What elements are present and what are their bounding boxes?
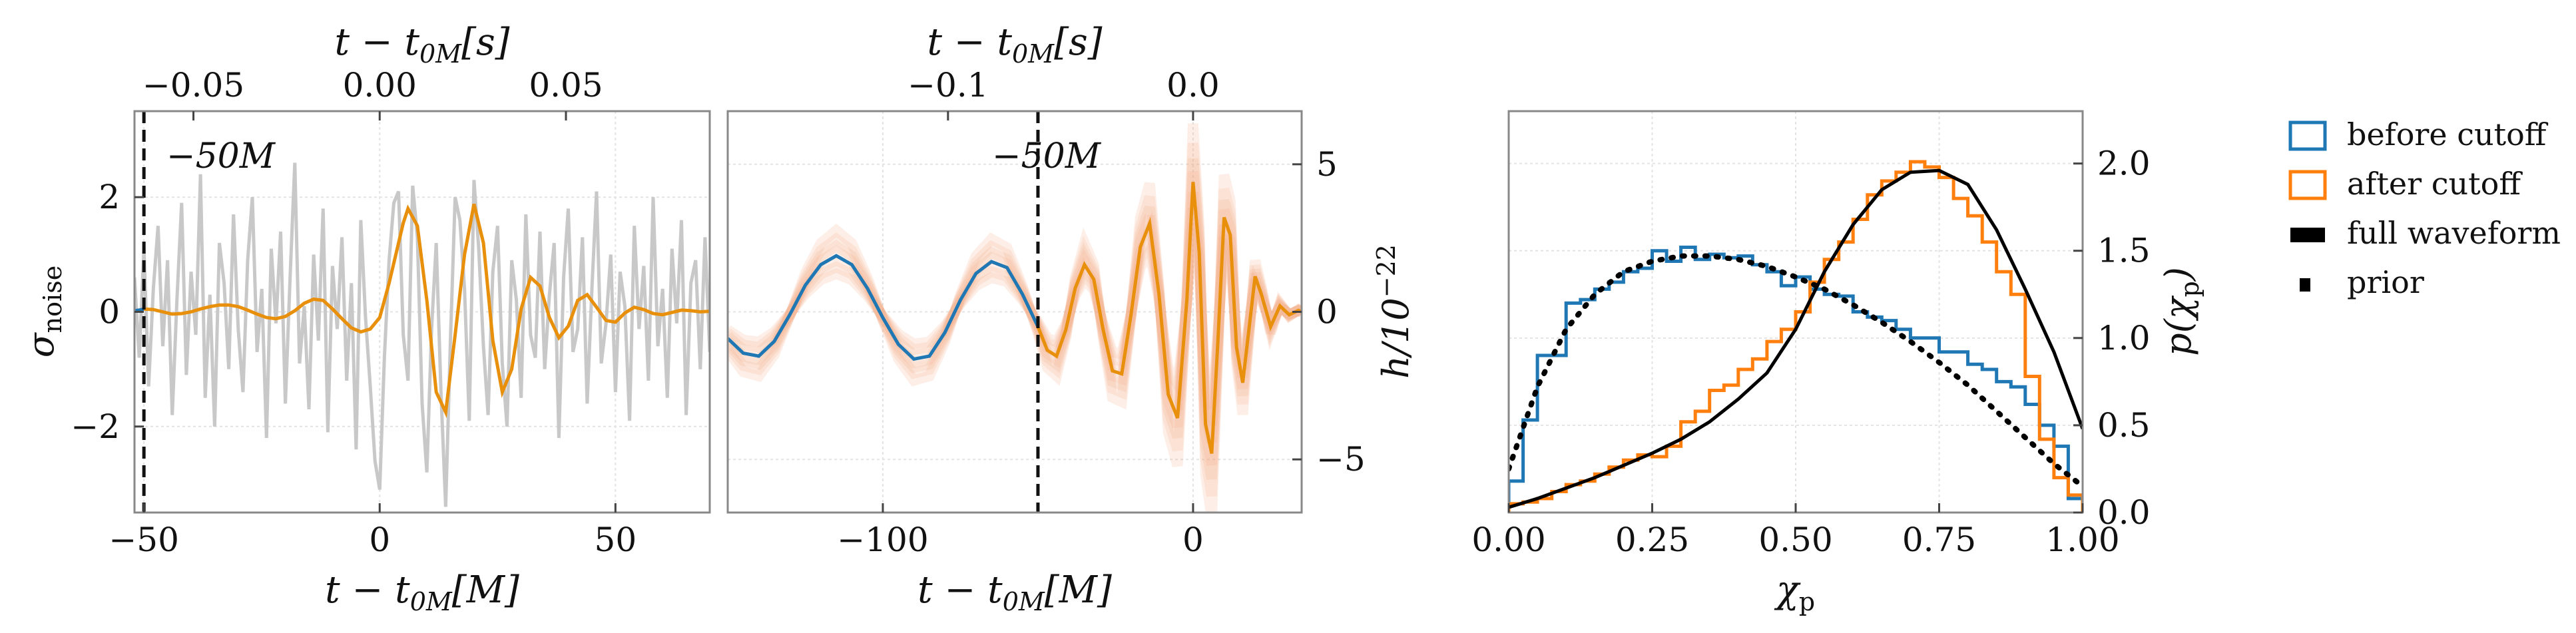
right-xlabel: χp — [1774, 568, 1815, 616]
x-tick-label: 0.75 — [1902, 521, 1976, 559]
y-tick-label: 0 — [99, 293, 120, 331]
top-tick-label: 0.00 — [343, 66, 417, 105]
x-tick-label: 0.25 — [1615, 521, 1689, 559]
left-xlabel-top-main: t − t — [334, 21, 419, 64]
left-xlabel-top-unit: [s] — [461, 21, 510, 64]
y-tick-label: −2 — [71, 407, 120, 446]
legend-marker-after-cutoff — [2288, 170, 2327, 200]
right-panel: 0.00 0.25 0.50 0.75 1.000.00.51.01.52.0 χp p… — [1471, 110, 2204, 616]
y-tick-label: 1.5 — [2097, 232, 2151, 270]
legend-marker-prior — [2300, 278, 2310, 292]
right-ticks: 0.00 0.25 0.50 0.75 1.000.0 0.5 1.0 1.5 2.0 — [1471, 144, 2150, 559]
top-tick-label: −0.05 — [142, 66, 244, 105]
middle-xlabel-bottom: t − t0M[M] — [917, 568, 1112, 616]
middle-posterior-band — [728, 123, 1302, 513]
x-tick-label: −50 — [109, 521, 179, 559]
top-tick-label: 0.05 — [529, 66, 603, 105]
top-tick-label: 0.0 — [1166, 66, 1220, 105]
y-tick-label: 1.0 — [2097, 319, 2151, 357]
legend-label-full-waveform: full waveform — [2347, 215, 2561, 251]
right-xlabel-main: χ — [1774, 568, 1801, 612]
right-ylabel-main: p(χ — [2157, 295, 2199, 356]
middle-xlabel-top-sub: 0M — [1012, 39, 1055, 69]
legend-label-prior: prior — [2347, 264, 2424, 300]
middle-cutoff-label: −50M — [992, 136, 1102, 176]
x-tick-label: 0 — [1182, 521, 1204, 559]
right-full-waveform-line — [1509, 168, 2083, 509]
right-ylabel: p(χp) — [2157, 267, 2204, 356]
x-tick-label: 0.50 — [1758, 521, 1832, 559]
middle-xlabel-top-main: t − t — [927, 21, 1012, 64]
left-xlabel-bottom-main: t − t — [325, 568, 410, 612]
y-tick-label: −5 — [1316, 440, 1366, 479]
legend-label-after-cutoff: after cutoff — [2347, 166, 2523, 202]
y-tick-label: 0.0 — [2097, 493, 2151, 532]
top-tick-label: −0.1 — [907, 66, 988, 105]
left-xlabel-top: t − t0M[s] — [334, 21, 509, 69]
middle-xlabel-top-unit: [s] — [1054, 21, 1103, 64]
middle-ylabel-sup: −22 — [1372, 244, 1401, 298]
left-panel: −50 0 50 −2 0 2 −0.05 0.00 0.05 −50M σnoise t − … — [20, 21, 711, 616]
left-ticks: −50 0 50 −2 0 2 −0.05 0.00 0.05 — [71, 66, 637, 559]
right-ylabel-sub: p — [2175, 281, 2204, 297]
y-tick-label: 0.5 — [2097, 406, 2151, 445]
x-tick-label: 50 — [595, 521, 637, 559]
right-before-cutoff-hist — [1509, 246, 2083, 513]
left-xlabel-bottom-sub: 0M — [410, 587, 453, 616]
left-cutoff-label: −50M — [166, 136, 276, 176]
legend: before cutoff after cutoff full waveform… — [2288, 116, 2561, 300]
x-tick-label: 0 — [369, 521, 390, 559]
middle-xlabel-bottom-main: t − t — [917, 568, 1003, 612]
left-ylabel-sub: noise — [38, 266, 67, 333]
left-ylabel-main: σ — [20, 331, 62, 357]
middle-xlabel-top: t − t0M[s] — [927, 21, 1102, 69]
left-xlabel-bottom: t − t0M[M] — [325, 568, 519, 616]
x-tick-label: −100 — [837, 521, 928, 559]
right-prior-line — [1509, 253, 2083, 489]
middle-before-cutoff-line — [728, 254, 1040, 361]
y-tick-label: 0 — [1316, 293, 1338, 331]
y-tick-label: 2.0 — [2097, 144, 2151, 183]
x-tick-label: 1.00 — [2045, 521, 2119, 559]
x-tick-label: 0.00 — [1471, 521, 1545, 559]
middle-after-cutoff-line — [1036, 182, 1302, 454]
middle-panel: −100 0−505−0.1 0.0 −50M h/10−22 t − t0M[M]… — [726, 21, 1417, 616]
middle-xlabel-bottom-unit: [M] — [1045, 568, 1112, 612]
middle-xlabel-bottom-sub: 0M — [1003, 587, 1045, 616]
left-noise-line — [134, 162, 710, 507]
middle-ylabel-right: h/10−22 — [1372, 244, 1417, 379]
y-tick-label: 5 — [1316, 145, 1338, 184]
legend-marker-full-waveform — [2290, 228, 2325, 242]
left-ylabel: σnoise — [20, 266, 67, 357]
right-ylabel-close: ) — [2157, 267, 2199, 282]
left-xlabel-top-sub: 0M — [419, 39, 462, 69]
legend-label-before-cutoff: before cutoff — [2347, 116, 2549, 152]
left-after-cutoff-line — [144, 204, 710, 419]
legend-marker-before-cutoff — [2288, 120, 2327, 151]
left-xlabel-bottom-unit: [M] — [452, 568, 519, 612]
right-xlabel-sub: p — [1799, 587, 1815, 616]
middle-ylabel-main: h/10 — [1375, 298, 1417, 379]
y-tick-label: 2 — [99, 178, 120, 216]
middle-ticks: −100 0 −5 0 5 −0.1 0.0 — [837, 66, 1365, 559]
